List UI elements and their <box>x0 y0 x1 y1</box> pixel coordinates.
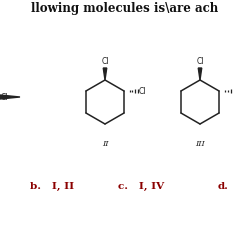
Text: b.   I, II: b. I, II <box>30 182 74 191</box>
Text: Cl: Cl <box>1 92 8 102</box>
Text: Cl: Cl <box>196 58 204 66</box>
Polygon shape <box>0 95 20 99</box>
Text: III: III <box>195 140 205 148</box>
Polygon shape <box>198 68 202 80</box>
Text: Cl: Cl <box>101 58 109 66</box>
Text: Cl: Cl <box>139 86 146 96</box>
Polygon shape <box>103 68 107 80</box>
Text: II: II <box>102 140 108 148</box>
Text: c.   I, IV: c. I, IV <box>118 182 164 191</box>
Text: d.: d. <box>218 182 229 191</box>
Text: llowing molecules is\are ach: llowing molecules is\are ach <box>32 2 218 15</box>
